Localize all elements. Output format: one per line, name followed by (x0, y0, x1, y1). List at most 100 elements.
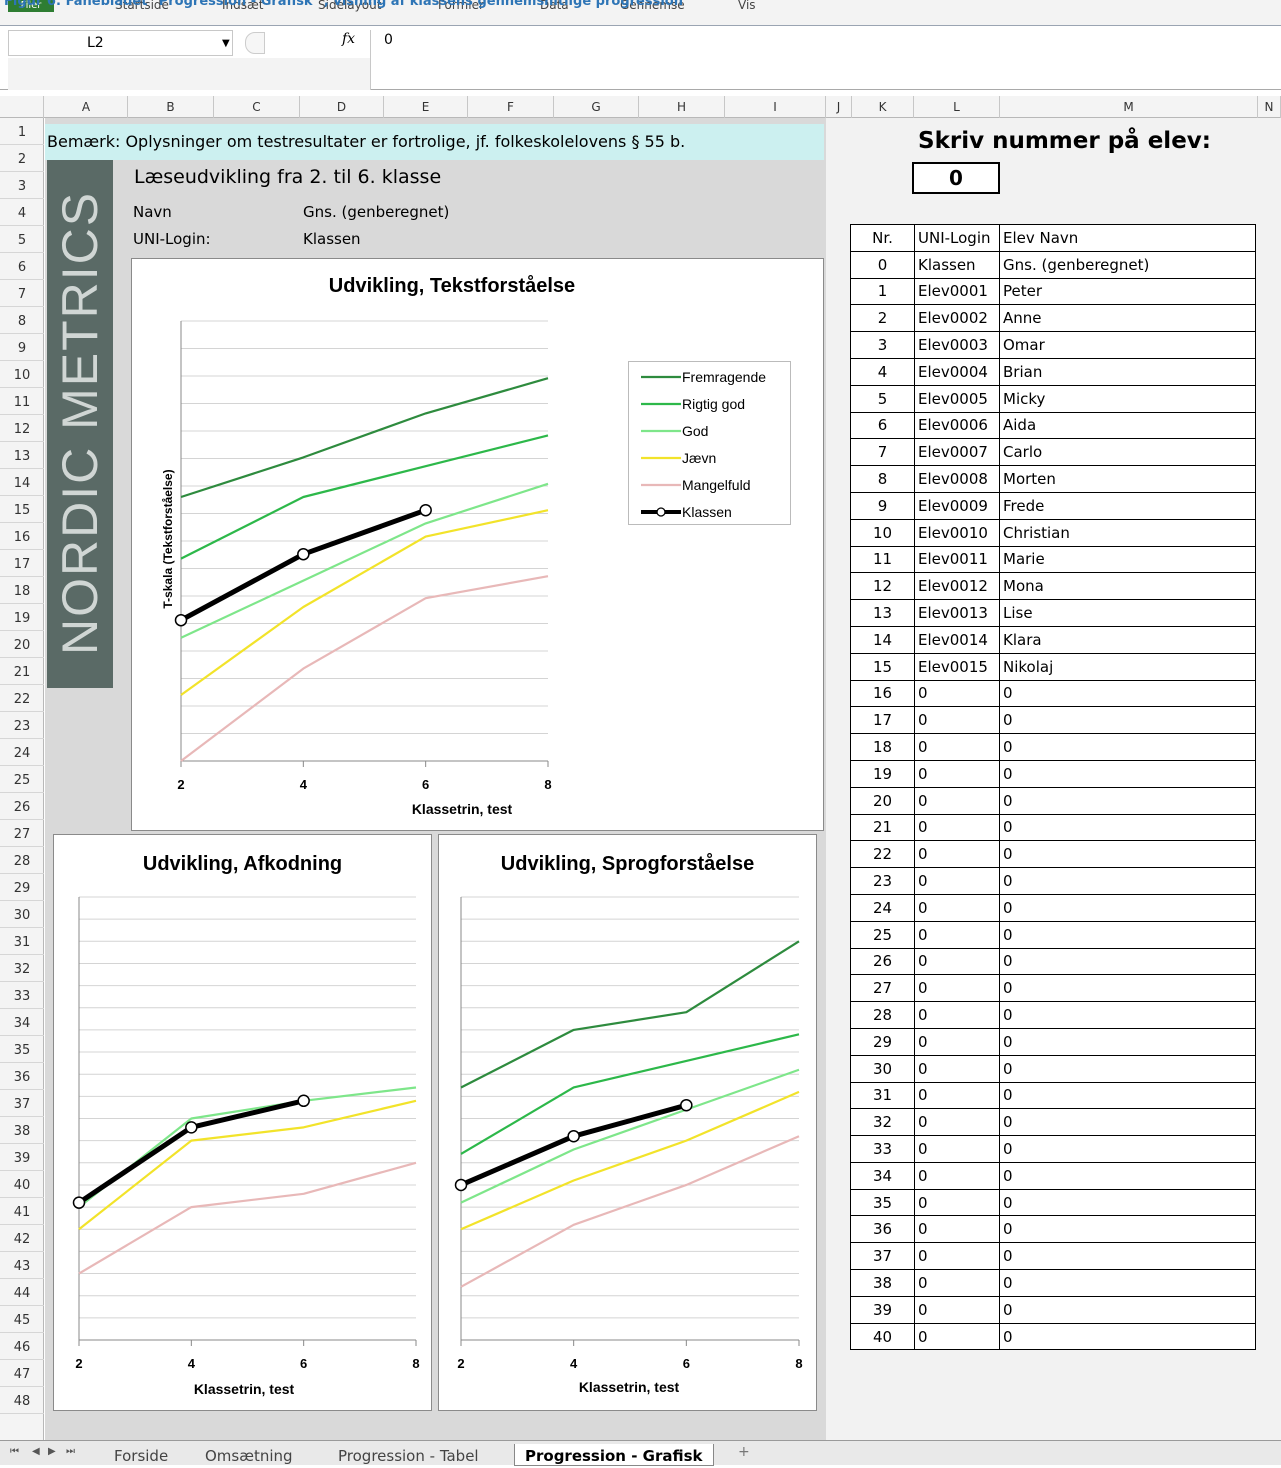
row-header[interactable]: 41 (0, 1198, 44, 1225)
table-row[interactable]: 20 0 0 (850, 786, 1256, 815)
row-header[interactable]: 6 (0, 253, 44, 280)
table-row[interactable]: 36 0 0 (850, 1215, 1256, 1244)
tab-next-icon[interactable]: ▶ (48, 1446, 56, 1457)
row-header[interactable]: 10 (0, 361, 44, 388)
table-row[interactable]: 29 0 0 (850, 1027, 1256, 1056)
table-row[interactable]: 7 Elev0007 Carlo (850, 438, 1256, 467)
sheet-tab-omsaetning[interactable]: Omsætning (205, 1447, 293, 1465)
row-header[interactable]: 15 (0, 496, 44, 523)
tab-last-icon[interactable]: ⏭ (66, 1446, 75, 1457)
row-header[interactable]: 3 (0, 172, 44, 199)
ribbon-tab-indsaet[interactable]: Indsæt (222, 0, 264, 12)
ribbon-tab-formler[interactable]: Formler (438, 0, 484, 12)
table-row[interactable]: 24 0 0 (850, 893, 1256, 922)
row-header[interactable]: 9 (0, 334, 44, 361)
table-row[interactable]: 31 0 0 (850, 1081, 1256, 1110)
column-header-f[interactable]: F (468, 96, 554, 118)
row-header[interactable]: 25 (0, 766, 44, 793)
table-row[interactable]: 8 Elev0008 Morten (850, 465, 1256, 493)
column-header-n[interactable]: N (1258, 96, 1281, 118)
row-header[interactable]: 22 (0, 685, 44, 712)
table-row[interactable]: 30 0 0 (850, 1054, 1256, 1083)
row-header[interactable]: 30 (0, 901, 44, 928)
row-header[interactable]: 42 (0, 1225, 44, 1252)
row-header[interactable]: 17 (0, 550, 44, 577)
table-row[interactable]: 0 Klassen Gns. (genberegnet) (850, 250, 1256, 279)
chart-sprogforstaaelse[interactable]: Udvikling, Sprogforståelse 2 4 6 8 Klassetr… (438, 834, 817, 1411)
table-row[interactable]: 5 Elev0005 Micky (850, 384, 1256, 413)
file-tab[interactable]: Filer (8, 0, 54, 12)
table-row[interactable]: 38 0 0 (850, 1269, 1256, 1297)
row-header[interactable]: 19 (0, 604, 44, 631)
table-row[interactable]: 32 0 0 (850, 1108, 1256, 1137)
select-all-corner[interactable] (0, 96, 44, 118)
row-header[interactable]: 26 (0, 793, 44, 820)
table-row[interactable]: 11 Elev0011 Marie (850, 545, 1256, 574)
row-header[interactable]: 14 (0, 469, 44, 496)
sheet-tab-forside[interactable]: Forside (114, 1447, 169, 1465)
ribbon-tab-gennemse[interactable]: Gennemse (620, 0, 685, 12)
row-header[interactable]: 4 (0, 199, 44, 226)
row-header[interactable]: 47 (0, 1360, 44, 1387)
row-header[interactable]: 28 (0, 847, 44, 874)
row-header[interactable]: 12 (0, 415, 44, 442)
row-header[interactable]: 23 (0, 712, 44, 739)
table-row[interactable]: 12 Elev0012 Mona (850, 572, 1256, 601)
table-row[interactable]: 14 Elev0014 Klara (850, 625, 1256, 654)
student-number-input[interactable]: 0 (912, 162, 1000, 194)
table-row[interactable]: 26 0 0 (850, 947, 1256, 976)
chart-afkodning[interactable]: Udvikling, Afkodning 2 4 6 8 Klassetrin, te… (53, 834, 432, 1411)
column-header-h[interactable]: H (639, 96, 725, 118)
column-header-m[interactable]: M (1000, 96, 1258, 118)
table-row[interactable]: 16 0 0 (850, 679, 1256, 708)
tab-first-icon[interactable]: ⏮ (10, 1446, 19, 1457)
table-row[interactable]: 15 Elev0015 Nikolaj (850, 652, 1256, 681)
row-header[interactable]: 18 (0, 577, 44, 604)
row-header[interactable]: 31 (0, 928, 44, 955)
row-header[interactable]: 29 (0, 874, 44, 901)
row-header[interactable]: 20 (0, 631, 44, 658)
table-row[interactable]: 10 Elev0010 Christian (850, 518, 1256, 547)
column-header-e[interactable]: E (384, 96, 468, 118)
row-header[interactable]: 8 (0, 307, 44, 334)
table-row[interactable]: 34 0 0 (850, 1161, 1256, 1190)
table-row[interactable]: 25 0 0 (850, 920, 1256, 949)
table-row[interactable]: 39 0 0 (850, 1295, 1256, 1324)
fx-icon[interactable]: fx (342, 31, 356, 47)
row-header[interactable]: 43 (0, 1252, 44, 1279)
row-header[interactable]: 7 (0, 280, 44, 307)
sheet-tab-progression-tabel[interactable]: Progression - Tabel (338, 1447, 479, 1465)
column-header-d[interactable]: D (300, 96, 384, 118)
row-header[interactable]: 35 (0, 1036, 44, 1063)
ribbon-tab-startside[interactable]: Startside (115, 0, 169, 12)
row-header[interactable]: 2 (0, 145, 44, 172)
tab-prev-icon[interactable]: ◀ (32, 1446, 40, 1457)
table-row[interactable]: 9 Elev0009 Frede (850, 491, 1256, 520)
table-row[interactable]: 3 Elev0003 Omar (850, 331, 1256, 359)
column-header-g[interactable]: G (554, 96, 639, 118)
table-row[interactable]: 6 Elev0006 Aida (850, 411, 1256, 440)
row-header[interactable]: 39 (0, 1144, 44, 1171)
column-header-b[interactable]: B (128, 96, 214, 118)
ribbon-tab-sidelayout[interactable]: Sidelayout (318, 0, 382, 12)
column-header-i[interactable]: I (725, 96, 826, 118)
row-header[interactable]: 44 (0, 1279, 44, 1306)
column-header-c[interactable]: C (214, 96, 300, 118)
table-row[interactable]: 17 0 0 (850, 706, 1256, 735)
table-row[interactable]: 1 Elev0001 Peter (850, 277, 1256, 306)
table-row[interactable]: 23 0 0 (850, 867, 1256, 895)
row-header[interactable]: 34 (0, 1009, 44, 1036)
ribbon-tab-data[interactable]: Data (540, 0, 569, 12)
row-header[interactable]: 45 (0, 1306, 44, 1333)
table-row[interactable]: 19 0 0 (850, 759, 1256, 788)
formula-input[interactable]: 0 (384, 32, 393, 48)
row-header[interactable]: 11 (0, 388, 44, 415)
row-header[interactable]: 46 (0, 1333, 44, 1360)
name-box[interactable]: L2 (8, 30, 233, 56)
table-row[interactable]: 37 0 0 (850, 1242, 1256, 1271)
function-wizard-icon[interactable] (245, 32, 265, 54)
row-header[interactable]: 37 (0, 1090, 44, 1117)
row-header[interactable]: 36 (0, 1063, 44, 1090)
chevron-down-icon[interactable]: ▼ (222, 38, 230, 49)
row-header[interactable]: 13 (0, 442, 44, 469)
